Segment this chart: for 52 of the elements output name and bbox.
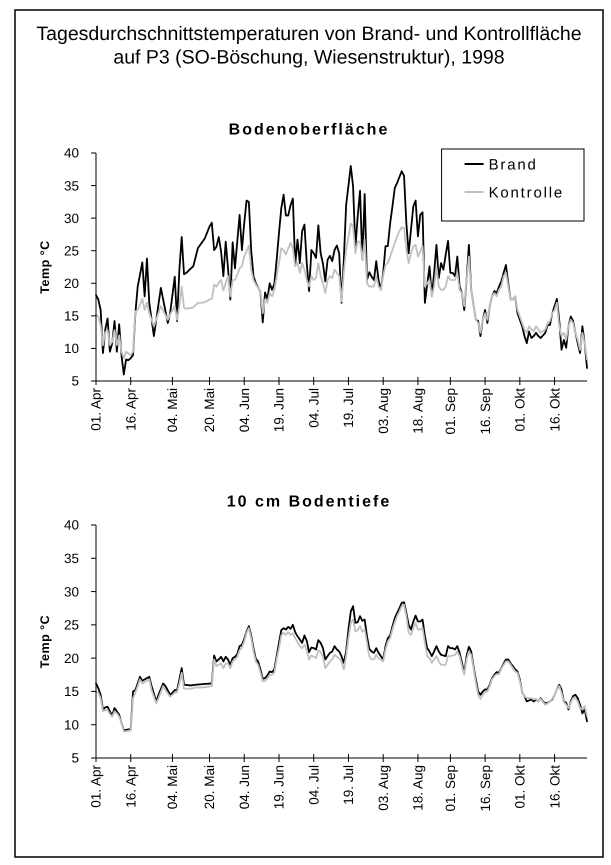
- x-tick-label: 20. Mai: [202, 388, 218, 432]
- y-tick-label: 30: [64, 584, 79, 600]
- y-axis-title: Temp °C: [38, 614, 52, 668]
- y-tick-label: 5: [71, 750, 79, 766]
- x-tick-label: 16. Okt: [547, 764, 562, 809]
- chart-subtitle: Bodenoberfläche: [228, 122, 390, 138]
- y-tick-label: 25: [64, 618, 79, 633]
- x-tick-label: 16. Apr: [123, 387, 138, 431]
- x-tick-label: 19. Jul: [341, 765, 356, 805]
- legend-label: Kontrolle: [488, 184, 564, 202]
- y-tick-label: 40: [64, 146, 79, 161]
- y-tick-label: 10: [64, 717, 79, 732]
- x-tick-label: 18. Aug: [410, 765, 426, 811]
- x-tick-label: 01. Okt: [512, 388, 528, 432]
- chart-title: 10 cm Bodentiefe: [226, 494, 392, 510]
- x-tick-label: 16. Sep: [478, 765, 493, 812]
- x-tick-label: 01. Okt: [512, 764, 528, 809]
- x-tick-label: 19. Jun: [272, 388, 287, 432]
- y-tick-label: 35: [64, 178, 79, 194]
- y-tick-label: 15: [64, 308, 79, 324]
- x-tick-label: 18. Aug: [410, 388, 426, 434]
- x-tick-label: 03. Aug: [376, 765, 391, 811]
- x-tick-label: 04. Jul: [306, 765, 322, 805]
- legend-label: Brand: [488, 156, 538, 174]
- y-axis-title: Temp °C: [38, 240, 52, 294]
- x-tick-label: 19. Jun: [272, 765, 287, 810]
- y-tick-label: 20: [64, 276, 79, 292]
- x-tick-label: 04. Jun: [236, 388, 252, 432]
- chart-title: Tagesdurchschnittstemperaturen von Brand- und Kontrollfläche auf P3 (SO-Böschung, Wiesenstruktur), 1998: [36, 23, 582, 68]
- y-tick-label: 20: [64, 650, 79, 666]
- x-tick-label: 01. Sep: [443, 765, 458, 812]
- y-tick-label: 25: [64, 243, 79, 258]
- x-tick-label: 04. Jun: [236, 765, 252, 810]
- x-tick-label: 03. Aug: [376, 388, 391, 434]
- x-tick-label: 19. Jul: [341, 388, 356, 428]
- x-tick-label: 01. Sep: [443, 388, 458, 435]
- x-tick-label: 04. Mai: [165, 388, 180, 432]
- y-tick-label: 10: [64, 341, 79, 356]
- x-tick-label: 16. Okt: [547, 388, 562, 432]
- x-tick-label: 04. Mai: [165, 765, 180, 810]
- y-tick-label: 30: [64, 210, 79, 226]
- x-tick-label: 01. Apr: [88, 387, 104, 431]
- y-tick-label: 5: [71, 374, 79, 389]
- x-tick-label: 16. Sep: [478, 388, 493, 435]
- y-tick-label: 40: [64, 518, 79, 533]
- y-tick-label: 35: [64, 551, 79, 566]
- x-tick-label: 20. Mai: [202, 765, 218, 810]
- y-tick-label: 15: [64, 684, 79, 700]
- x-tick-label: 16. Apr: [123, 764, 138, 808]
- x-tick-label: 01. Apr: [88, 764, 104, 808]
- line-series: [95, 222, 588, 360]
- x-tick-label: 04. Jul: [306, 388, 322, 428]
